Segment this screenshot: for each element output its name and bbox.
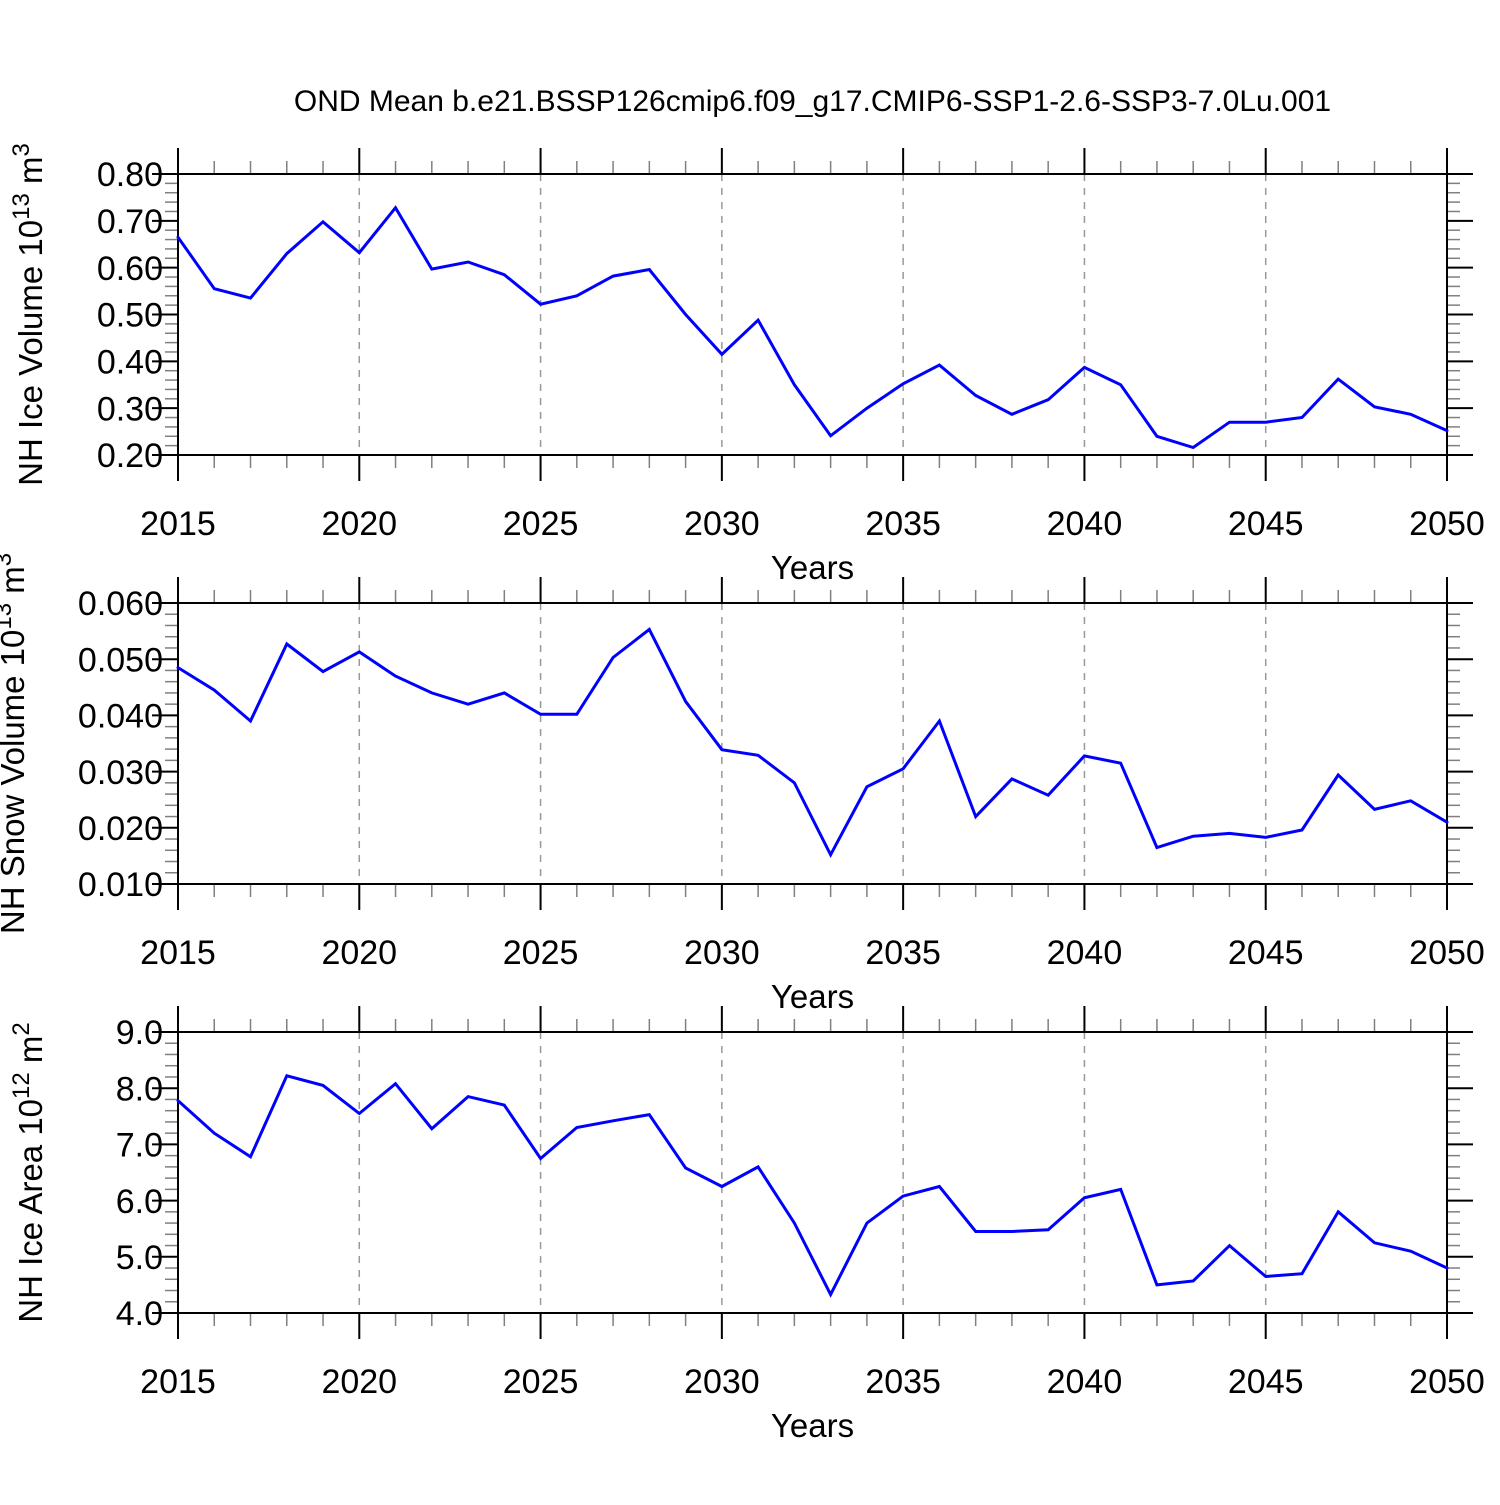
x-tick-label: 2040 — [1047, 1363, 1123, 1401]
y-tick-label: 9.0 — [116, 1014, 163, 1052]
x-ticks — [177, 577, 1448, 910]
y-tick-label: 5.0 — [116, 1239, 163, 1277]
x-tick-label: 2045 — [1228, 1363, 1304, 1401]
y-axis-label: NH Ice Area 1012 m2 — [8, 1022, 49, 1323]
x-axis-label: Years — [771, 549, 854, 586]
y-tick-label: 8.0 — [116, 1070, 163, 1108]
x-tick-label: 2015 — [140, 505, 216, 543]
x-tick-label: 2030 — [684, 934, 760, 972]
x-tick-label: 2030 — [684, 1363, 760, 1401]
x-tick-labels: 2015 2020 2025 2030 2035 2040 2045 2050 — [140, 1363, 1485, 1401]
axis-frame — [177, 602, 1448, 885]
x-ticks — [177, 1006, 1448, 1339]
y-ticks — [152, 1031, 1473, 1314]
x-axis-label: Years — [771, 978, 854, 1015]
y-tick-label: 4.0 — [116, 1295, 163, 1333]
y-tick-label: 0.20 — [97, 437, 163, 475]
data-line-nh-snow-volume — [176, 627, 1449, 859]
y-ticks — [152, 602, 1473, 885]
y-tick-label: 0.70 — [97, 203, 163, 241]
x-tick-label: 2050 — [1409, 934, 1485, 972]
x-tick-label: 2045 — [1228, 934, 1304, 972]
y-axis-label: NH Snow Volume 1013 m3 — [0, 553, 31, 934]
gridlines — [358, 1032, 1267, 1313]
x-tick-label: 2020 — [321, 1363, 397, 1401]
y-tick-label: 0.020 — [78, 810, 163, 848]
y-tick-label: 0.050 — [78, 641, 163, 679]
x-tick-label: 2035 — [865, 934, 941, 972]
gridlines — [358, 174, 1267, 455]
y-tick-label: 0.030 — [78, 754, 163, 792]
x-tick-label: 2045 — [1228, 505, 1304, 543]
x-tick-label: 2020 — [321, 505, 397, 543]
y-ticks — [152, 173, 1473, 456]
x-tick-label: 2025 — [503, 934, 579, 972]
y-tick-labels: 0.010 0.020 0.030 0.040 0.050 0.060 — [78, 585, 163, 904]
x-tick-label: 2015 — [140, 1363, 216, 1401]
x-tick-label: 2030 — [684, 505, 760, 543]
x-axis-label: Years — [771, 1407, 854, 1444]
y-tick-labels: 4.0 5.0 6.0 7.0 8.0 9.0 — [116, 1014, 163, 1333]
y-tick-labels: 0.20 0.30 0.40 0.50 0.60 0.70 0.80 — [97, 156, 163, 475]
y-tick-label: 0.80 — [97, 156, 163, 194]
y-tick-label: 0.040 — [78, 698, 163, 736]
x-tick-label: 2025 — [503, 505, 579, 543]
x-tick-label: 2035 — [865, 1363, 941, 1401]
y-tick-label: 0.60 — [97, 250, 163, 288]
axis-frame — [177, 173, 1448, 456]
y-tick-label: 0.50 — [97, 297, 163, 335]
data-line-nh-ice-volume — [176, 205, 1449, 450]
x-tick-label: 2050 — [1409, 1363, 1485, 1401]
x-tick-label: 2035 — [865, 505, 941, 543]
y-tick-label: 0.40 — [97, 344, 163, 382]
x-tick-label: 2040 — [1047, 934, 1123, 972]
axis-frame — [177, 1031, 1448, 1314]
x-tick-labels: 2015 2020 2025 2030 2035 2040 2045 2050 — [140, 505, 1485, 543]
panel-nh-ice-volume: 0.20 0.30 0.40 0.50 0.60 0.70 0.80 2015 2020 2025… — [8, 143, 1485, 586]
chart-title: OND Mean b.e21.BSSP126cmip6.f09_g17.CMIP… — [294, 85, 1331, 118]
x-tick-label: 2040 — [1047, 505, 1123, 543]
y-tick-label: 7.0 — [116, 1127, 163, 1165]
y-tick-label: 0.060 — [78, 585, 163, 623]
y-axis-label: NH Ice Volume 1013 m3 — [8, 143, 49, 486]
x-tick-label: 2025 — [503, 1363, 579, 1401]
y-tick-label: 0.010 — [78, 866, 163, 904]
y-tick-label: 0.30 — [97, 390, 163, 428]
x-tick-label: 2015 — [140, 934, 216, 972]
x-tick-labels: 2015 2020 2025 2030 2035 2040 2045 2050 — [140, 934, 1485, 972]
gridlines — [358, 603, 1267, 884]
y-tick-label: 6.0 — [116, 1183, 163, 1221]
x-tick-label: 2020 — [321, 934, 397, 972]
data-line-nh-ice-area — [176, 1074, 1449, 1298]
x-tick-label: 2050 — [1409, 505, 1485, 543]
x-ticks — [177, 148, 1448, 481]
